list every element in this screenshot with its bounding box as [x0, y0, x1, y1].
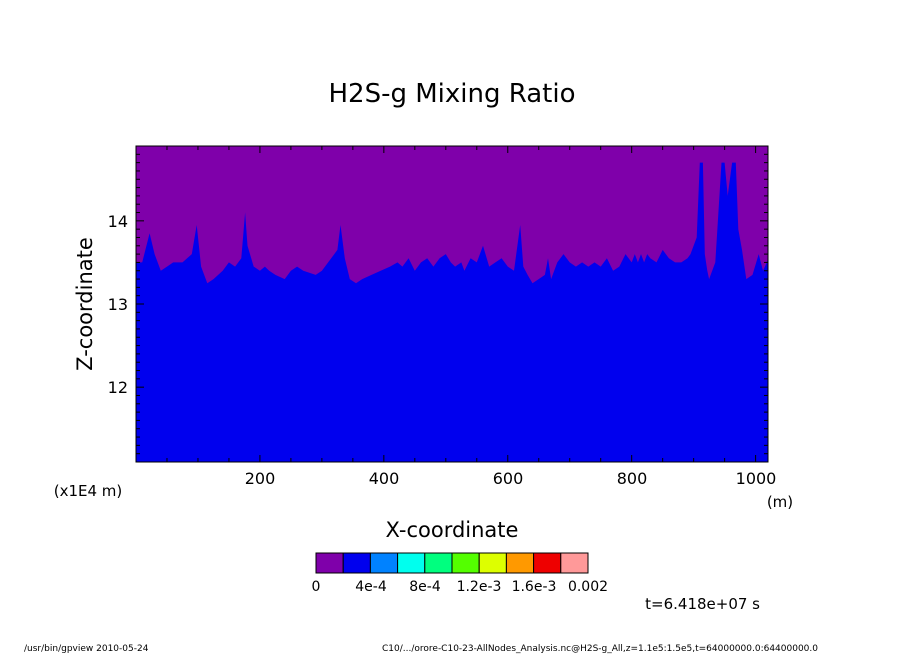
- footer-right: C10/.../orore-C10-23-AllNodes_Analysis.n…: [382, 644, 818, 654]
- colorbar-label: 4e-4: [355, 579, 387, 595]
- colorbar-cell: [451, 552, 480, 574]
- chart-title: H2S-g Mixing Ratio: [328, 79, 575, 109]
- colorbar-cell: [397, 552, 426, 574]
- colorbar-cell: [342, 552, 371, 574]
- y-tick-label: 14: [108, 212, 128, 231]
- x-tick-label: 600: [493, 469, 524, 488]
- y-tick-label: 13: [108, 295, 128, 314]
- y-axis-label: Z-coordinate: [73, 237, 97, 371]
- colorbar-label: 1.6e-3: [512, 579, 557, 595]
- colorbar-label: 8e-4: [409, 579, 441, 595]
- y-axis: 12 13 14 (x1E4 m) Z-coordinate: [54, 153, 768, 500]
- colorbar: 0 4e-4 8e-4 1.2e-3 1.6e-3 0.002: [312, 552, 608, 595]
- colorbar-label: 1.2e-3: [457, 579, 502, 595]
- plot-area: [135, 145, 769, 463]
- y-scale-label: (x1E4 m): [54, 482, 123, 500]
- colorbar-label: 0.002: [568, 579, 608, 595]
- x-tick-label: 800: [617, 469, 648, 488]
- y-tick-label: 12: [108, 378, 128, 397]
- x-axis-label: X-coordinate: [386, 518, 519, 542]
- colorbar-cell: [505, 552, 535, 574]
- x-axis: 200 400 600 800 1000 (m) X-coordinate: [135, 146, 793, 542]
- colorbar-cell: [424, 552, 453, 574]
- colorbar-cell: [560, 552, 589, 574]
- footer-left: /usr/bin/gpview 2010-05-24: [24, 644, 149, 654]
- colorbar-cell: [533, 552, 562, 574]
- colorbar-cell: [478, 552, 507, 574]
- x-tick-label: 400: [369, 469, 400, 488]
- x-tick-label: 200: [245, 469, 276, 488]
- x-tick-label: 1000: [736, 469, 777, 488]
- x-unit-label: (m): [767, 493, 793, 511]
- colorbar-cell: [315, 552, 344, 574]
- time-label: t=6.418e+07 s: [645, 595, 760, 613]
- colorbar-label: 0: [312, 579, 321, 595]
- region-4e-4: [136, 162, 768, 462]
- colorbar-cell: [369, 552, 399, 574]
